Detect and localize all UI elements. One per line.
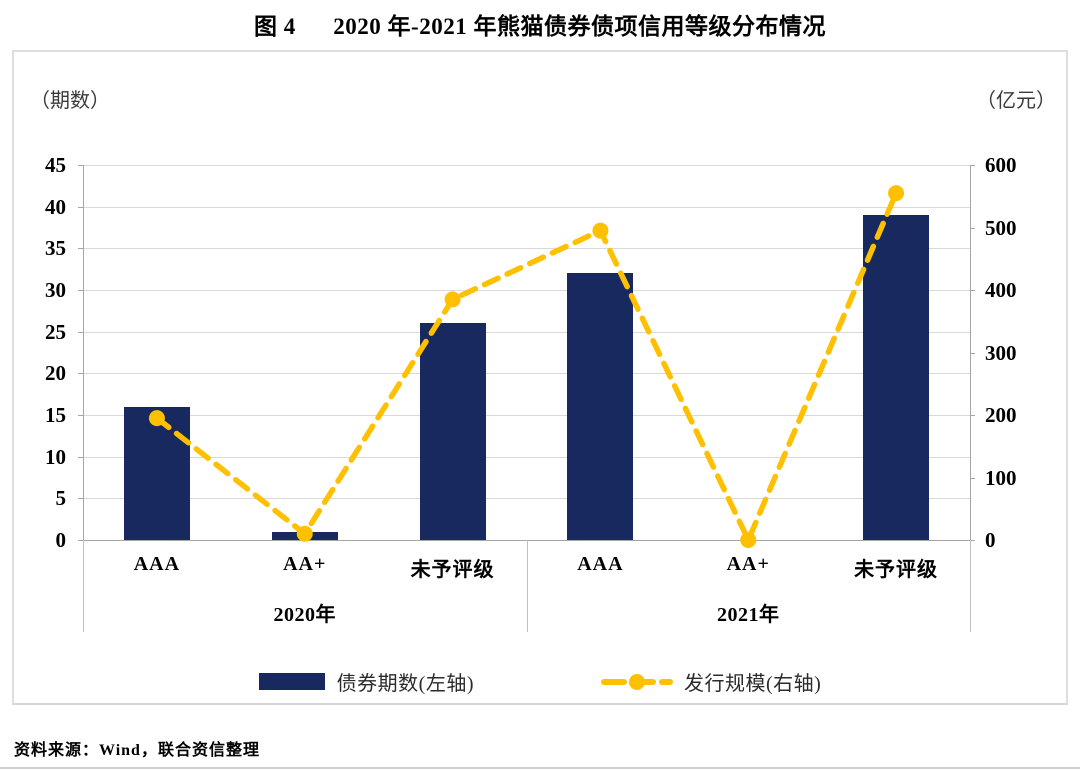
right-axis-tick-label: 500 bbox=[985, 215, 1017, 240]
left-axis-tick-label: 20 bbox=[45, 361, 66, 386]
right-axis-tick-label: 300 bbox=[985, 340, 1017, 365]
left-axis-tick-label: 0 bbox=[55, 528, 67, 552]
chart-legend: 债券期数(左轴) 发行规模(右轴) bbox=[14, 667, 1066, 696]
right-axis-tick-label: 0 bbox=[985, 528, 996, 552]
left-axis-tick bbox=[78, 331, 83, 333]
right-axis-tick bbox=[970, 290, 975, 291]
right-axis-tick bbox=[970, 227, 975, 229]
axis-group-divider bbox=[526, 540, 528, 632]
h-gridline bbox=[83, 248, 970, 250]
line-marker bbox=[296, 525, 313, 542]
bar bbox=[123, 406, 190, 540]
left-axis-tick-label: 30 bbox=[45, 278, 66, 302]
category-label: AA+ bbox=[283, 553, 327, 575]
left-axis-tick bbox=[78, 498, 83, 500]
left-axis-tick-label: 15 bbox=[45, 403, 66, 427]
right-axis-tick bbox=[970, 477, 975, 479]
bar bbox=[419, 323, 486, 540]
line-path bbox=[154, 190, 899, 547]
left-axis-tick bbox=[78, 540, 83, 541]
left-axis-line bbox=[83, 165, 84, 540]
line-marker bbox=[148, 410, 165, 427]
right-axis-tick bbox=[970, 415, 975, 416]
right-axis-tick bbox=[970, 540, 975, 541]
left-axis-tick bbox=[78, 290, 83, 291]
legend-label-line: 发行规模(右轴) bbox=[684, 673, 822, 695]
right-axis-tick-label: 100 bbox=[985, 465, 1017, 490]
h-gridline bbox=[83, 290, 970, 291]
h-gridline bbox=[83, 165, 970, 166]
right-axis-tick-label: 200 bbox=[985, 403, 1017, 427]
legend-item-bars: 债券期数(左轴) bbox=[258, 667, 474, 696]
year-group-label: 2020年 bbox=[273, 604, 336, 626]
left-axis-tick-label: 40 bbox=[45, 194, 66, 219]
h-gridline bbox=[83, 456, 970, 458]
left-axis-tick-label: 25 bbox=[45, 319, 66, 344]
left-axis-tick bbox=[78, 415, 83, 416]
right-axis-unit-label: （亿元） bbox=[976, 90, 1056, 112]
legend-item-line: 发行规模(右轴) bbox=[601, 667, 822, 696]
source-note: 资料来源：Wind，联合资信整理 bbox=[14, 742, 260, 759]
right-axis-tick bbox=[970, 165, 975, 166]
category-label: AA+ bbox=[726, 553, 770, 575]
right-axis-tick-label: 600 bbox=[985, 153, 1017, 177]
left-axis-unit-label: （期数） bbox=[30, 90, 110, 112]
h-gridline bbox=[83, 498, 970, 500]
chart-area: （期数） （亿元） 债券期数(左轴) 发行规模(右轴) 0 5 10 15 20 25 30… bbox=[12, 50, 1068, 705]
h-gridline bbox=[83, 373, 970, 375]
line-marker bbox=[740, 532, 757, 548]
category-label: 未予评级 bbox=[410, 559, 495, 581]
left-axis-tick bbox=[78, 206, 83, 208]
year-group-label: 2021年 bbox=[717, 604, 780, 626]
bar-series-swatch bbox=[258, 673, 325, 690]
left-axis-tick-label: 10 bbox=[45, 444, 66, 469]
right-axis-line bbox=[970, 165, 971, 540]
left-axis-tick bbox=[78, 373, 83, 375]
axis-group-divider bbox=[970, 540, 971, 632]
h-gridline bbox=[83, 415, 970, 416]
bar bbox=[863, 215, 930, 540]
h-gridline bbox=[83, 206, 970, 208]
chart-title: 图 4 2020 年-2021 年熊猫债券债项信用等级分布情况 bbox=[254, 14, 826, 39]
right-axis-tick bbox=[970, 352, 975, 354]
left-axis-tick-label: 45 bbox=[45, 153, 66, 177]
h-gridline bbox=[83, 331, 970, 333]
bottom-divider bbox=[0, 767, 1080, 769]
category-label: AAA bbox=[133, 553, 181, 575]
left-axis-tick bbox=[78, 165, 83, 166]
line-marker bbox=[592, 222, 609, 239]
axis-group-divider bbox=[83, 540, 84, 632]
category-label: AAA bbox=[577, 553, 624, 575]
line-marker bbox=[444, 291, 461, 308]
category-label: 未予评级 bbox=[854, 559, 939, 581]
legend-label-bars: 债券期数(左轴) bbox=[336, 673, 474, 695]
left-axis-tick-label: 5 bbox=[55, 486, 67, 511]
line-series-swatch bbox=[601, 673, 673, 690]
right-axis-tick-label: 400 bbox=[985, 278, 1017, 302]
left-axis-tick bbox=[78, 248, 83, 250]
issuance-scale-line-series bbox=[148, 185, 905, 548]
line-marker bbox=[888, 185, 905, 202]
left-axis-tick-label: 35 bbox=[45, 236, 66, 261]
left-axis-tick bbox=[78, 456, 83, 458]
bar bbox=[567, 273, 634, 540]
